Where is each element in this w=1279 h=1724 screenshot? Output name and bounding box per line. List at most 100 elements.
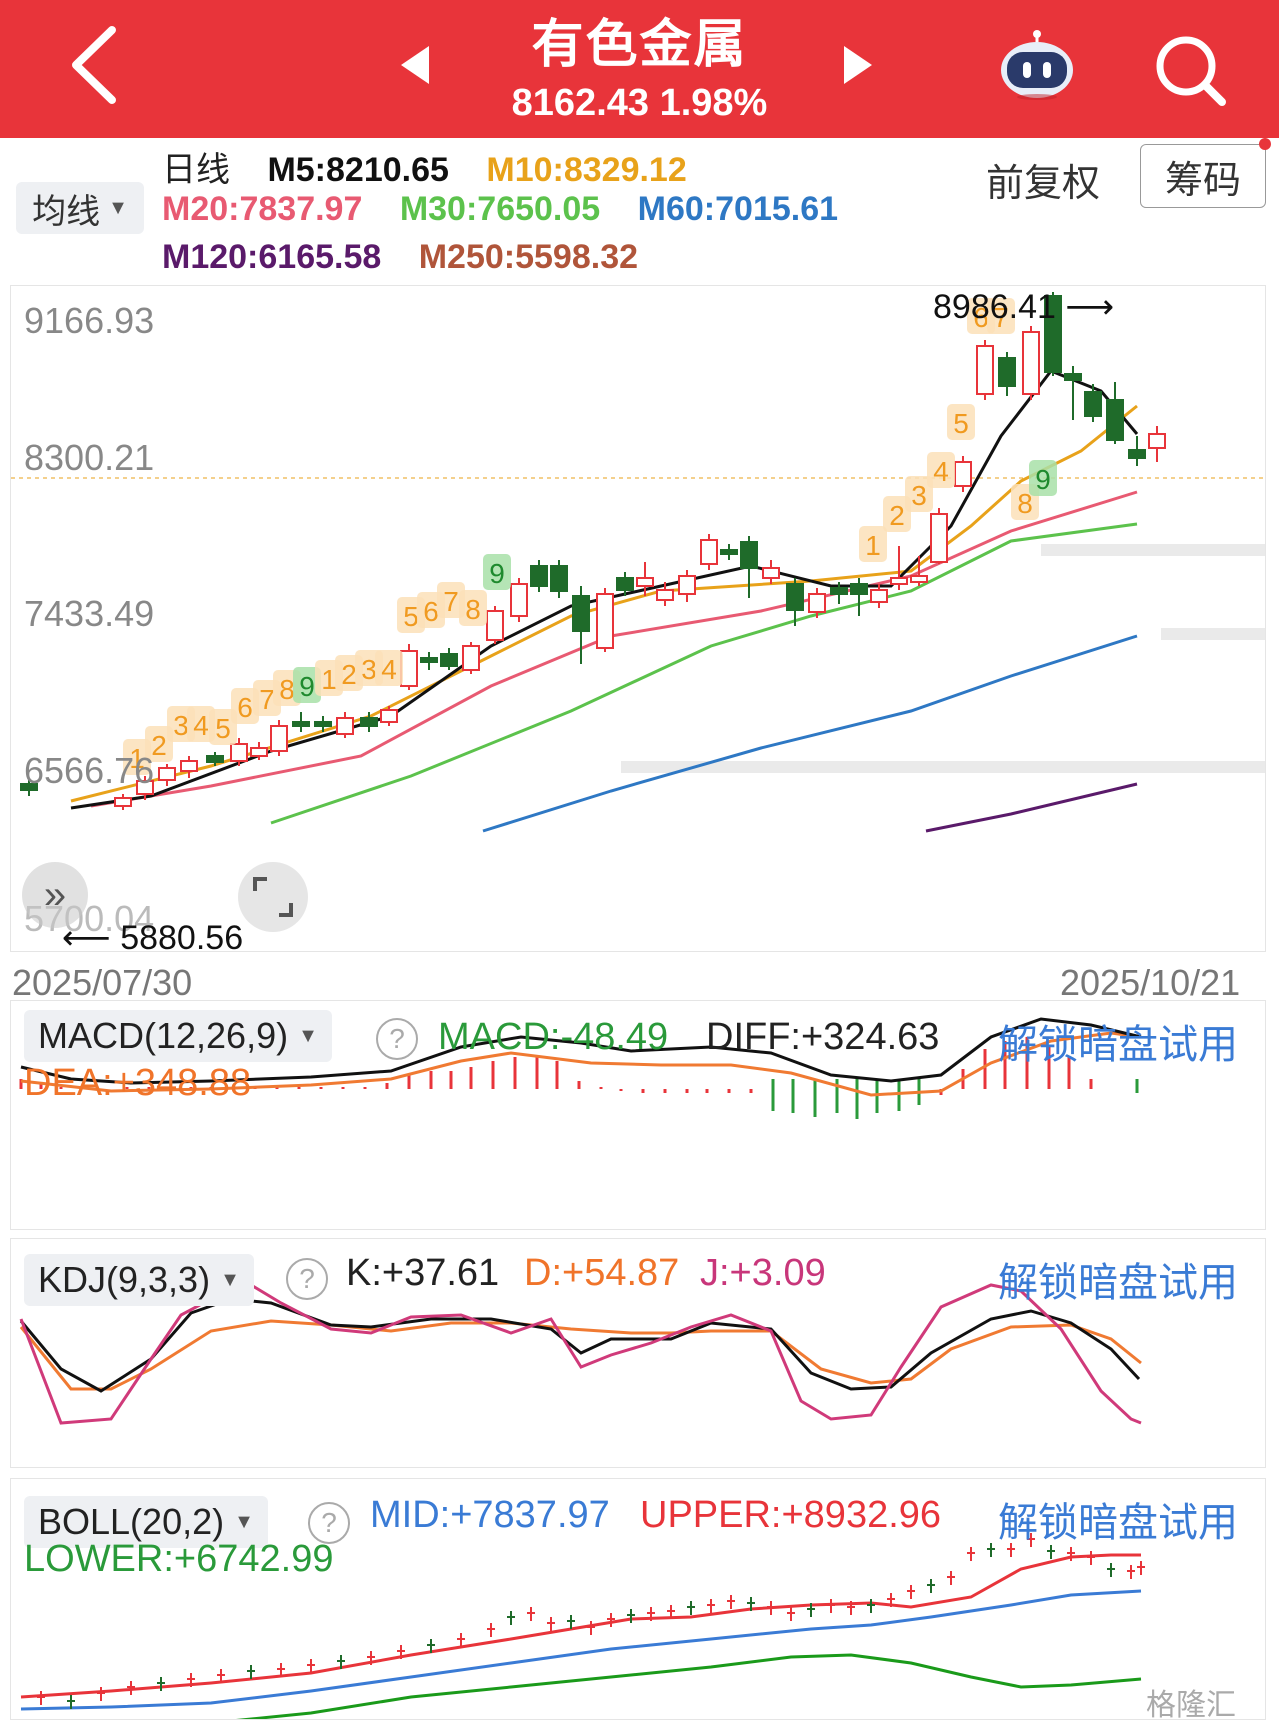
macd-selector-label: MACD(12,26,9) <box>38 1015 289 1056</box>
countdown-badge <box>145 726 173 762</box>
arrow-right-icon: ⟶ <box>1065 288 1115 326</box>
countdown-number: 2 <box>341 659 357 690</box>
countdown-number: 2 <box>151 730 167 761</box>
candle-body <box>720 549 738 555</box>
end-date: 2025/10/21 <box>1060 962 1241 1003</box>
countdown-badge <box>1029 460 1057 496</box>
notification-dot <box>1259 138 1271 150</box>
candle-body <box>1044 295 1062 373</box>
candle-body <box>1128 449 1146 459</box>
countdown-number: 3 <box>911 480 927 511</box>
candle-body <box>360 717 378 727</box>
fullscreen-button[interactable] <box>238 862 308 932</box>
macd-help-icon[interactable]: ? <box>376 1018 418 1060</box>
mid-value: MID:+7837.97 <box>370 1494 610 1536</box>
macd-selector[interactable]: MACD(12,26,9) ▼ <box>24 1010 332 1062</box>
kdj-selector[interactable]: KDJ(9,3,3) ▼ <box>24 1254 254 1306</box>
back-arrow-icon[interactable] <box>62 20 132 110</box>
ma-row-3: M120:6165.58 M250:5598.32 <box>162 238 666 277</box>
top-bar: 有色金属 8162.43 1.98% <box>0 0 1279 138</box>
ma30-line <box>270 522 1138 825</box>
double-chevron-icon: » <box>43 872 67 917</box>
candle-body <box>1148 433 1166 449</box>
candle-body <box>114 797 132 807</box>
candle-body <box>462 645 480 671</box>
kdj-unlock-link[interactable]: 解锁暗盘试用 <box>998 1261 1238 1305</box>
countdown-number: 3 <box>173 710 189 741</box>
collapse-sidebar-button[interactable]: » <box>22 862 88 928</box>
ma60-value: M60:7015.61 <box>637 190 839 228</box>
countdown-number: 1 <box>321 664 337 695</box>
candle-body <box>656 589 674 601</box>
ma-selector[interactable]: 均线 ▼ <box>16 182 144 234</box>
countdown-number: 8 <box>279 674 295 705</box>
countdown-number: 5 <box>403 601 419 632</box>
ma120-line <box>925 782 1138 833</box>
countdown-number: 4 <box>933 456 949 487</box>
boll-mid-line <box>20 1589 1142 1711</box>
candle-body <box>400 650 418 687</box>
ma-row-2: M20:7837.97 M30:7650.05 M60:7015.61 <box>162 190 866 229</box>
candle-body <box>762 567 780 579</box>
macd-unlock-link[interactable]: 解锁暗盘试用 <box>998 1023 1238 1067</box>
page-title: 有色金属 <box>531 16 748 74</box>
countdown-number: 6 <box>237 692 253 723</box>
chevron-down-icon: ▼ <box>298 1024 318 1047</box>
d-value: D:+54.87 <box>524 1252 680 1294</box>
countdown-number: 6 <box>423 596 439 627</box>
candle-body <box>486 610 504 641</box>
candle-body <box>20 783 38 791</box>
countdown-number: 7 <box>259 684 275 715</box>
watermark-text: 格隆汇 <box>1146 1689 1236 1722</box>
k-line <box>19 1297 1141 1393</box>
kdj-help-icon[interactable]: ? <box>286 1258 328 1300</box>
boll-unlock-link[interactable]: 解锁暗盘试用 <box>998 1501 1238 1545</box>
candle-body <box>420 657 438 663</box>
candle-body <box>890 577 908 585</box>
countdown-number: 4 <box>381 654 397 685</box>
period-label: 日线 <box>162 151 230 189</box>
diff-line <box>20 1017 1142 1085</box>
macd-value: MACD:-48.49 <box>438 1016 669 1058</box>
candle-body <box>336 717 354 735</box>
candle-body <box>230 743 248 762</box>
ai-assistant-icon[interactable] <box>995 28 1079 100</box>
candle-body <box>596 593 614 649</box>
candle-body <box>1084 391 1102 417</box>
countdown-number: 6 <box>973 302 989 333</box>
dea-value: DEA:+348.88 <box>24 1062 252 1104</box>
countdown-number: 1 <box>865 530 881 561</box>
ma120-value: M120:6165.58 <box>162 238 382 276</box>
boll-selector[interactable]: BOLL(20,2) ▼ <box>24 1496 268 1548</box>
countdown-number: 9 <box>1035 464 1051 495</box>
candle-body <box>180 760 198 772</box>
candle-body <box>314 721 332 727</box>
boll-help-icon[interactable]: ? <box>308 1502 350 1544</box>
candle-body <box>530 565 548 587</box>
next-stock-icon[interactable] <box>838 40 878 90</box>
ma10-value: M10:8329.12 <box>486 151 687 189</box>
adjust-mode-button[interactable]: 前复权 <box>986 163 1101 205</box>
candle-body <box>870 589 888 603</box>
candle-body <box>976 345 994 395</box>
candle-body <box>808 593 826 613</box>
search-icon[interactable] <box>1150 30 1230 110</box>
price-level-4: 6566.76 <box>24 750 155 791</box>
candle-body <box>830 587 848 595</box>
ma20-value: M20:7837.97 <box>162 190 363 228</box>
high-price-marker: 8986.41 ⟶ <box>933 287 1114 327</box>
countdown-badge <box>209 709 237 745</box>
countdown-number: 5 <box>953 408 969 439</box>
candle-body <box>1064 373 1082 381</box>
countdown-number: 1 <box>129 743 145 774</box>
start-date: 2025/07/30 <box>12 962 193 1003</box>
ma250-value: M250:5598.32 <box>418 238 639 276</box>
chips-button[interactable]: 筹码 <box>1140 144 1266 208</box>
high-price-value: 8986.41 <box>933 288 1056 326</box>
previous-stock-icon[interactable] <box>395 40 435 90</box>
lower-value: LOWER:+6742.99 <box>24 1538 334 1580</box>
candle-body <box>930 513 948 563</box>
price-level-2: 8300.21 <box>24 437 155 478</box>
